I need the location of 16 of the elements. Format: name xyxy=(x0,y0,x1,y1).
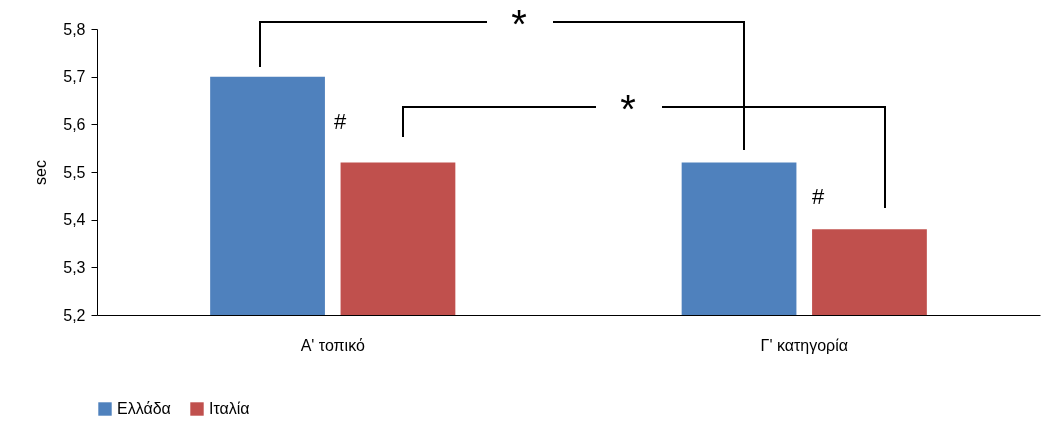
annotation: * xyxy=(620,87,636,131)
x-tick-label: Γ' κατηγορία xyxy=(760,336,848,354)
annotation: # xyxy=(811,184,825,209)
legend-label: Ιταλία xyxy=(209,400,250,417)
x-tick-label: Α' τοπικό xyxy=(300,336,365,354)
y-tick-label: 5,4 xyxy=(63,211,86,229)
y-tick-label: 5,6 xyxy=(63,115,86,133)
y-tick-label: 5,5 xyxy=(63,163,86,181)
annotation: # xyxy=(333,109,347,134)
annotation: * xyxy=(511,2,527,46)
y-tick-label: 5,2 xyxy=(63,306,86,324)
y-axis-title: sec xyxy=(32,160,50,185)
legend-label: Ελλάδα xyxy=(117,400,171,417)
y-tick-label: 5,8 xyxy=(63,20,86,38)
y-tick-label: 5,7 xyxy=(63,68,86,86)
y-tick-label: 5,3 xyxy=(63,258,86,276)
